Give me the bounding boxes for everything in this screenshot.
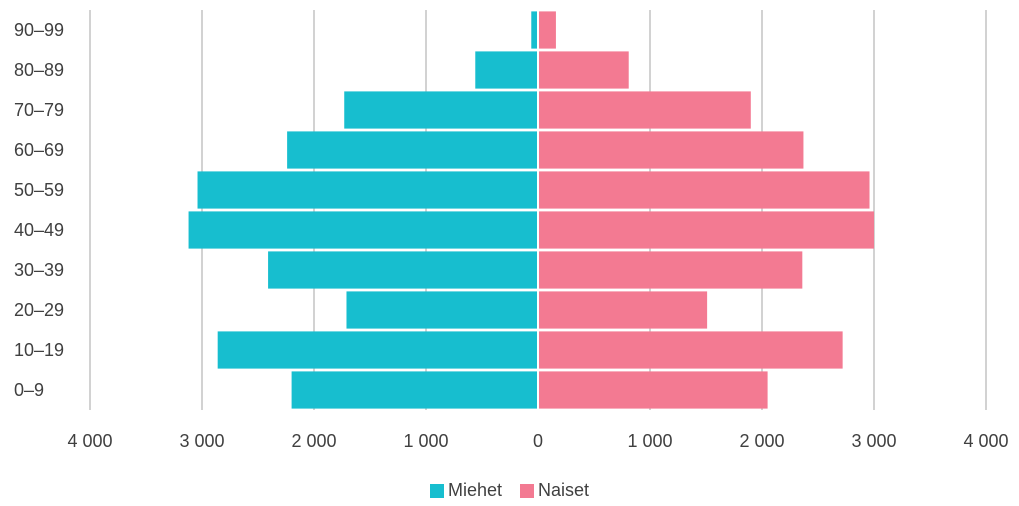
x-tick-label: 4 000 <box>963 431 1008 451</box>
x-tick-label: 3 000 <box>179 431 224 451</box>
bar-naiset-70–79 <box>538 91 751 129</box>
legend-item-naiset: Naiset <box>520 480 589 501</box>
bar-naiset-90–99 <box>538 11 556 49</box>
bar-naiset-50–59 <box>538 171 870 209</box>
y-tick-label: 80–89 <box>14 60 64 80</box>
bar-miehet-60–69 <box>287 131 538 169</box>
bar-miehet-80–89 <box>475 51 538 89</box>
x-tick-label: 3 000 <box>851 431 896 451</box>
legend-swatch-miehet <box>429 483 444 498</box>
bar-miehet-50–59 <box>197 171 538 209</box>
y-tick-label: 70–79 <box>14 100 64 120</box>
legend-item-miehet: Miehet <box>429 480 502 501</box>
bar-naiset-40–49 <box>538 211 874 249</box>
x-tick-label: 0 <box>533 431 543 451</box>
bar-miehet-30–39 <box>268 251 538 289</box>
bars <box>188 10 874 410</box>
bar-naiset-0–9 <box>538 371 768 409</box>
y-tick-label: 0–9 <box>14 380 44 400</box>
bar-miehet-10–19 <box>217 331 538 369</box>
legend: Miehet Naiset <box>0 480 1019 501</box>
bar-miehet-40–49 <box>188 211 538 249</box>
x-axis-labels: 4 000 3 000 2 000 1 000 0 1 000 2 000 3 000 4 00… <box>67 431 1008 451</box>
y-tick-label: 40–49 <box>14 220 64 240</box>
y-tick-label: 50–59 <box>14 180 64 200</box>
bar-naiset-10–19 <box>538 331 843 369</box>
bar-miehet-20–29 <box>346 291 538 329</box>
legend-swatch-naiset <box>520 483 534 498</box>
bar-miehet-90–99 <box>531 11 538 49</box>
x-tick-label: 2 000 <box>739 431 784 451</box>
bar-miehet-70–79 <box>344 91 538 129</box>
y-tick-label: 90–99 <box>14 20 64 40</box>
x-tick-label: 1 000 <box>403 431 448 451</box>
y-tick-label: 10–19 <box>14 340 64 360</box>
y-tick-label: 30–39 <box>14 260 64 280</box>
bar-miehet-0–9 <box>291 371 538 409</box>
x-tick-label: 2 000 <box>291 431 336 451</box>
y-tick-label: 60–69 <box>14 140 64 160</box>
bar-naiset-80–89 <box>538 51 629 89</box>
legend-label-miehet: Miehet <box>447 480 502 500</box>
y-tick-label: 20–29 <box>14 300 64 320</box>
legend-label-naiset: Naiset <box>538 480 590 500</box>
x-tick-label: 1 000 <box>627 431 672 451</box>
bar-naiset-20–29 <box>538 291 708 329</box>
y-axis-labels: 0–9 10–19 20–29 30–39 40–49 50–59 60–69 70–79 80… <box>14 20 64 400</box>
bar-naiset-30–39 <box>538 251 803 289</box>
bar-naiset-60–69 <box>538 131 804 169</box>
x-tick-label: 4 000 <box>67 431 112 451</box>
